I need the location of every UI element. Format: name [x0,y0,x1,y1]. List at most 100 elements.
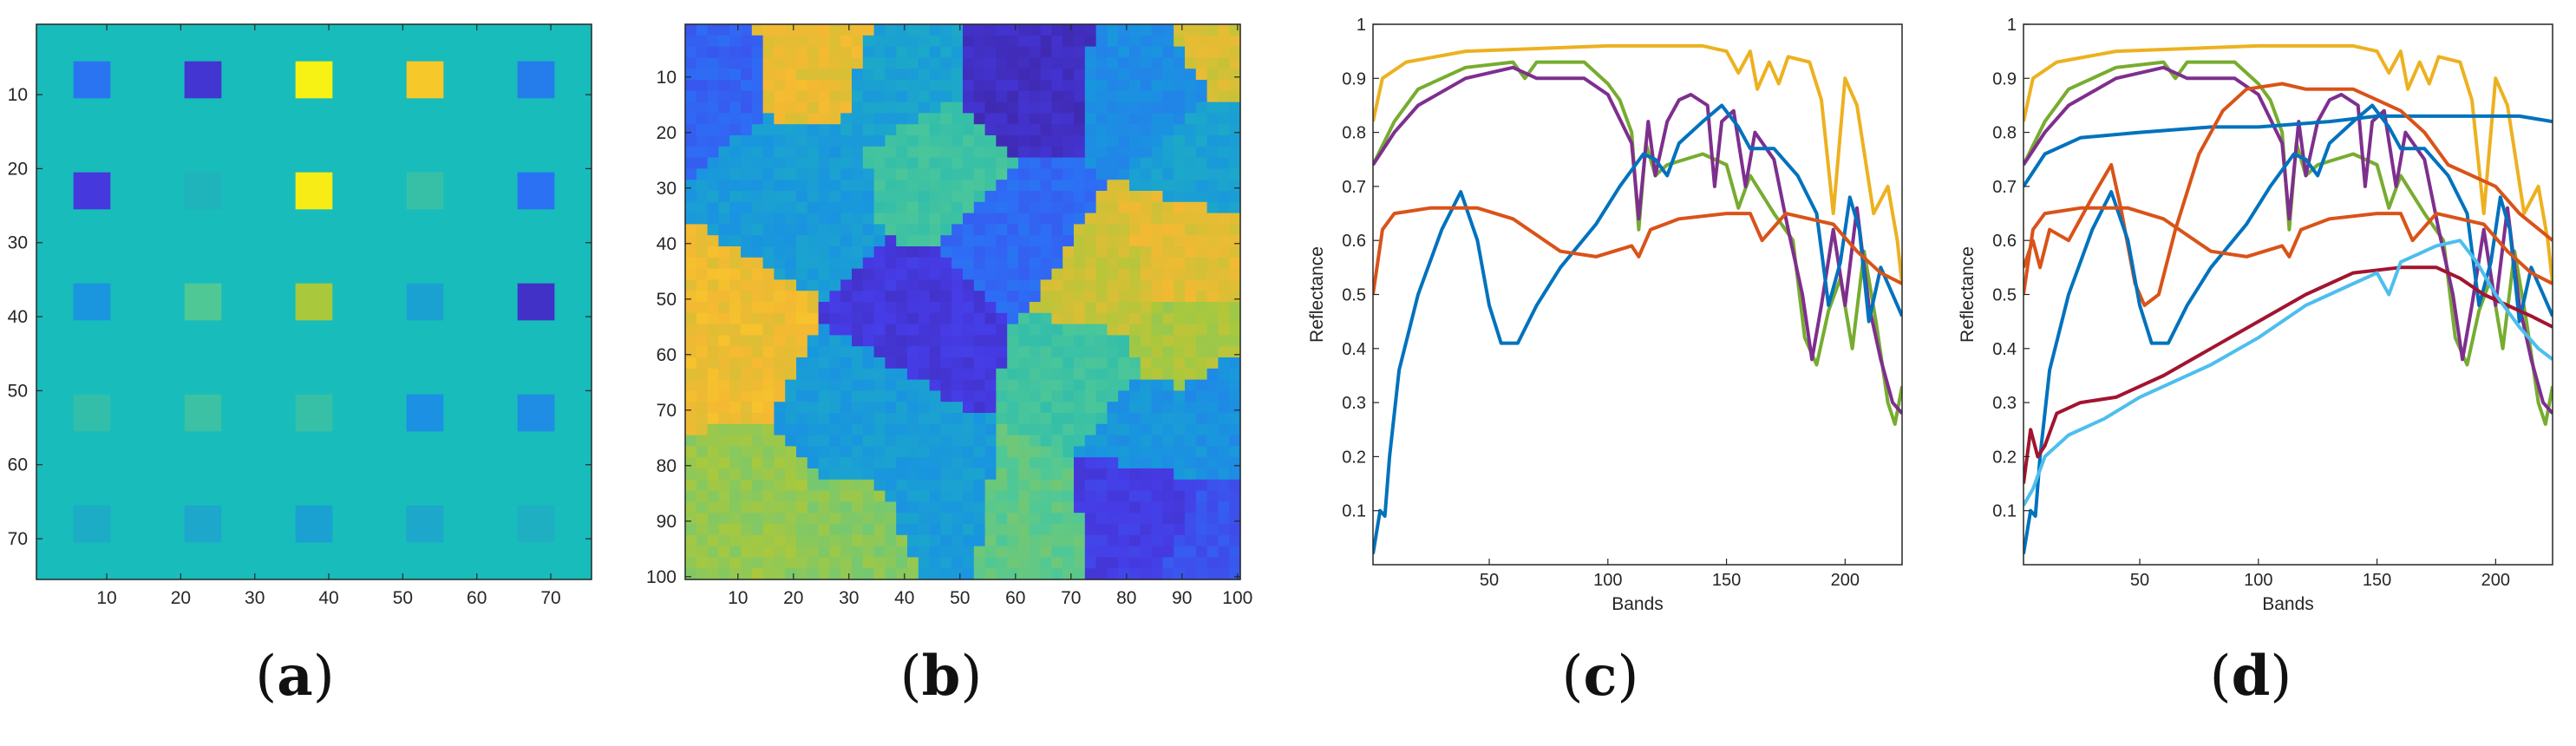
chart-b-pixel [862,479,875,492]
chart-b-pixel [840,201,853,214]
chart-b-pixel [829,413,841,425]
chart-b-pixel [873,180,886,192]
chart-b-pixel [818,101,830,114]
chart-b-pixel [1029,57,1042,69]
chart-b-pixel [751,35,764,48]
chart-b-pixel [1040,291,1052,303]
chart-b-pixel [996,101,1008,114]
chart-b-pixel [1029,423,1042,436]
chart-b-pixel [762,46,775,58]
chart-b-pixel [829,501,841,514]
chart-b-pixel [829,557,841,569]
chart-b-pixel [729,546,742,558]
chart-b-pixel [1018,479,1030,492]
chart-b-pixel [1118,413,1130,425]
chart-b-pixel [785,257,797,270]
chart-b-pixel [1140,46,1153,58]
chart-b-pixel [1107,513,1119,525]
chart-b-pixel [918,501,931,514]
chart-b-pixel [1218,402,1230,414]
chart-b-pixel [696,168,709,180]
chart-b-pixel [696,534,709,547]
chart-b-pixel [885,90,897,103]
chart-b-pixel [818,57,830,69]
chart-b-pixel [707,90,719,103]
chart-b-pixel [707,534,719,547]
chart-b-pixel [762,335,775,347]
chart-b-pixel [1229,534,1241,547]
chart-b-pixel [996,435,1008,447]
chart-b-pixel [751,490,764,502]
chart-b-pixel [818,279,830,291]
chart-b-pixel [862,213,875,225]
chart-b-pixel [696,513,709,525]
chart-b-pixel [1118,568,1130,580]
chart-b-pixel [852,235,864,247]
chart-b-pixel [829,168,841,180]
chart-b-pixel [973,146,986,159]
chart-b-pixel [741,268,753,280]
chart-b-pixel [1218,246,1230,258]
chart-b-pixel [774,534,786,547]
chart-b-pixel [751,302,764,314]
chart-b-pixel [885,468,897,481]
chart-b-pixel [718,346,730,358]
chart-b-pixel [1095,490,1108,502]
chart-b-pixel [751,479,764,492]
chart-b-pixel [1118,368,1130,381]
chart-b-pixel [685,157,697,169]
chart-b-pixel [718,46,730,58]
chart-b-pixel [907,35,919,48]
chart-b-pixel [862,324,875,336]
chart-b-pixel [929,57,941,69]
chart-b-pixel [796,291,808,303]
chart-b-pixel [929,557,941,569]
chart-b-pixel [1174,302,1186,314]
chart-b-pixel [1018,312,1030,325]
chart-b-pixel [1129,346,1141,358]
chart-b-pixel [1229,413,1241,425]
chart-b-pixel [984,101,997,114]
chart-b-pixel [718,390,730,402]
chart-b-pixel [918,368,931,381]
chart-b-pixel [1118,57,1130,69]
chart-b-pixel [918,124,931,136]
chart-b-pixel [1095,191,1108,203]
chart-b-pixel [862,246,875,258]
chart-b-pixel [707,457,719,469]
chart-a-ytick-label: 70 [8,529,28,549]
chart-b-pixel [818,546,830,558]
chart-b-pixel [1162,291,1174,303]
chart-b-pixel [1206,379,1219,391]
chart-b-pixel [696,69,709,81]
chart-b-pixel [1074,390,1086,402]
chart-b-pixel [840,468,853,481]
chart-b-pixel [1162,568,1174,580]
chart-b-pixel [1229,168,1241,180]
chart-b-pixel [707,568,719,580]
chart-b-pixel [1018,246,1030,258]
chart-b-pixel [918,268,931,280]
chart-b-pixel [1007,468,1019,481]
chart-b-pixel [729,24,742,36]
chart-b-pixel [774,268,786,280]
chart-b-pixel [1174,146,1186,159]
chart-b-pixel [762,268,775,280]
chart-b-pixel [1029,224,1042,236]
chart-b-pixel [885,191,897,203]
chart-b-pixel [1007,390,1019,402]
chart-b-pixel [818,224,830,236]
chart-b-pixel [1062,346,1075,358]
chart-b-pixel [1140,124,1153,136]
chart-b-pixel [807,291,820,303]
chart-b-pixel [1018,390,1030,402]
chart-b-pixel [907,157,919,169]
chart-b-pixel [829,468,841,481]
chart-b-pixel [1095,180,1108,192]
chart-b-pixel [852,46,864,58]
chart-b-pixel [1162,479,1174,492]
chart-b-pixel [873,24,886,36]
chart-b-pixel [1174,90,1186,103]
chart-b-pixel [896,168,908,180]
chart-b-pixel [1040,446,1052,458]
